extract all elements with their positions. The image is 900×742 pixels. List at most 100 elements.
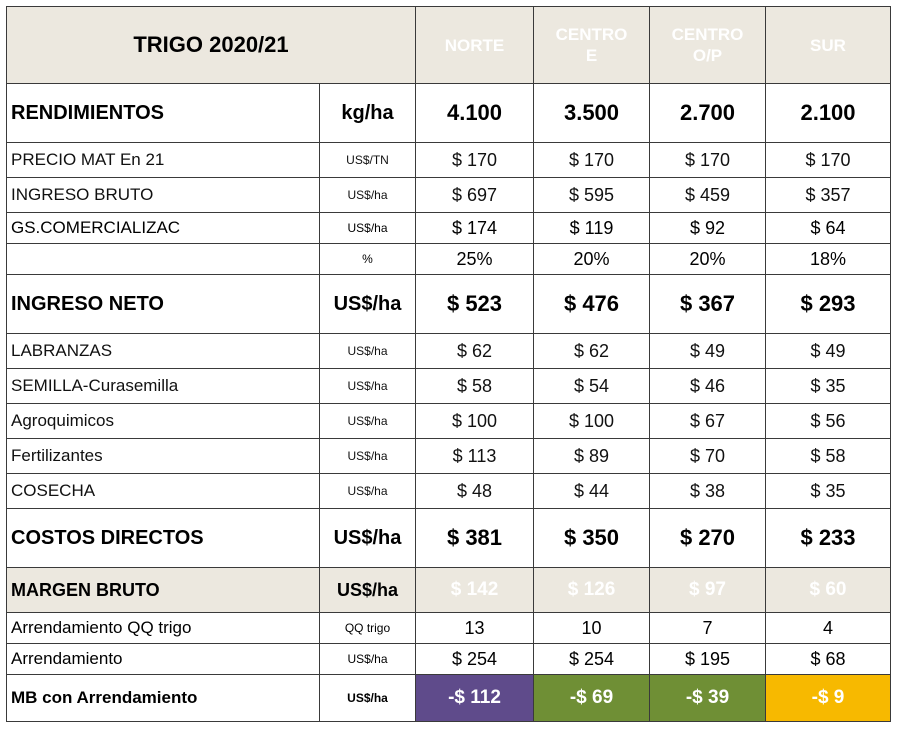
table-row: COSECHA US$/ha $ 48 $ 44 $ 38 $ 35 bbox=[6, 473, 891, 509]
value-norte: 25% bbox=[415, 243, 534, 275]
value-centro-e: 10 bbox=[533, 612, 650, 644]
table-row: COSTOS DIRECTOS US$/ha $ 381 $ 350 $ 270 $ 23… bbox=[6, 508, 891, 568]
row-unit: US$/ha bbox=[319, 177, 416, 213]
row-unit: US$/ha bbox=[319, 212, 416, 244]
table-row: Arrendamiento US$/ha $ 254 $ 254 $ 195 $ 68 bbox=[6, 643, 891, 675]
value-norte: $ 113 bbox=[415, 438, 534, 474]
table-title: TRIGO 2020/21 bbox=[6, 6, 416, 84]
value-norte: $ 697 bbox=[415, 177, 534, 213]
value-sur: $ 233 bbox=[765, 508, 891, 568]
value-sur: 18% bbox=[765, 243, 891, 275]
value-norte: 4.100 bbox=[415, 83, 534, 143]
value-centro-e: -$ 69 bbox=[533, 674, 650, 722]
row-unit: US$/ha bbox=[319, 403, 416, 439]
value-centro-op: $ 49 bbox=[649, 333, 766, 369]
value-norte: $ 170 bbox=[415, 142, 534, 178]
value-sur: $ 49 bbox=[765, 333, 891, 369]
row-unit: % bbox=[319, 243, 416, 275]
zone-header-centro-op: CENTRO O/P bbox=[649, 6, 766, 84]
value-centro-op: 2.700 bbox=[649, 83, 766, 143]
table-row: GS.COMERCIALIZAC US$/ha $ 174 $ 119 $ 92 $ 64 bbox=[6, 212, 891, 244]
value-centro-e: $ 100 bbox=[533, 403, 650, 439]
value-sur: $ 56 bbox=[765, 403, 891, 439]
value-centro-e: 20% bbox=[533, 243, 650, 275]
row-label: GS.COMERCIALIZAC bbox=[6, 212, 320, 244]
value-centro-op: 20% bbox=[649, 243, 766, 275]
table-row: RENDIMIENTOS kg/ha 4.100 3.500 2.700 2.100 bbox=[6, 83, 891, 143]
table-row: MB con Arrendamiento US$/ha -$ 112 -$ 69 -$ … bbox=[6, 674, 891, 722]
table-row: SEMILLA-Curasemilla US$/ha $ 58 $ 54 $ 46 $ 3… bbox=[6, 368, 891, 404]
row-unit: US$/ha bbox=[319, 508, 416, 568]
value-centro-op: 7 bbox=[649, 612, 766, 644]
value-norte: $ 48 bbox=[415, 473, 534, 509]
value-norte: $ 254 bbox=[415, 643, 534, 675]
value-centro-e: $ 44 bbox=[533, 473, 650, 509]
value-sur: $ 170 bbox=[765, 142, 891, 178]
value-centro-op: $ 270 bbox=[649, 508, 766, 568]
value-centro-e: $ 89 bbox=[533, 438, 650, 474]
row-label: MB con Arrendamiento bbox=[6, 674, 320, 722]
value-centro-op: $ 92 bbox=[649, 212, 766, 244]
value-centro-e: $ 595 bbox=[533, 177, 650, 213]
row-label: Agroquimicos bbox=[6, 403, 320, 439]
value-norte: $ 523 bbox=[415, 274, 534, 334]
row-label bbox=[6, 243, 320, 275]
value-sur: $ 357 bbox=[765, 177, 891, 213]
row-unit: US$/ha bbox=[319, 473, 416, 509]
row-label: MARGEN BRUTO bbox=[6, 567, 320, 613]
value-centro-e: $ 119 bbox=[533, 212, 650, 244]
value-centro-e: $ 126 bbox=[533, 567, 650, 613]
value-centro-e: $ 254 bbox=[533, 643, 650, 675]
table-row: PRECIO MAT En 21 US$/TN $ 170 $ 170 $ 170 $ 1… bbox=[6, 142, 891, 178]
value-sur: $ 35 bbox=[765, 368, 891, 404]
value-sur: $ 64 bbox=[765, 212, 891, 244]
table-row: % 25% 20% 20% 18% bbox=[6, 243, 891, 275]
value-sur: 2.100 bbox=[765, 83, 891, 143]
value-centro-op: $ 367 bbox=[649, 274, 766, 334]
row-unit: US$/ha bbox=[319, 368, 416, 404]
row-label: Arrendamiento QQ trigo bbox=[6, 612, 320, 644]
value-sur: 4 bbox=[765, 612, 891, 644]
value-centro-e: 3.500 bbox=[533, 83, 650, 143]
value-norte: -$ 112 bbox=[415, 674, 534, 722]
value-centro-op: $ 67 bbox=[649, 403, 766, 439]
row-label: SEMILLA-Curasemilla bbox=[6, 368, 320, 404]
value-centro-e: $ 170 bbox=[533, 142, 650, 178]
wheat-margin-table: TRIGO 2020/21 NORTE CENTRO E CENTRO O/P SU… bbox=[6, 6, 891, 722]
row-unit: US$/ha bbox=[319, 674, 416, 722]
row-unit: US$/ha bbox=[319, 274, 416, 334]
row-unit: US$/ha bbox=[319, 438, 416, 474]
row-label: COSTOS DIRECTOS bbox=[6, 508, 320, 568]
value-centro-op: $ 170 bbox=[649, 142, 766, 178]
table-row: LABRANZAS US$/ha $ 62 $ 62 $ 49 $ 49 bbox=[6, 333, 891, 369]
value-centro-op: $ 70 bbox=[649, 438, 766, 474]
value-centro-op: $ 97 bbox=[649, 567, 766, 613]
value-norte: 13 bbox=[415, 612, 534, 644]
row-label: COSECHA bbox=[6, 473, 320, 509]
value-sur: -$ 9 bbox=[765, 674, 891, 722]
row-label: PRECIO MAT En 21 bbox=[6, 142, 320, 178]
value-centro-op: $ 195 bbox=[649, 643, 766, 675]
row-unit: US$/ha bbox=[319, 333, 416, 369]
zone-header-sur: SUR bbox=[765, 6, 891, 84]
value-sur: $ 35 bbox=[765, 473, 891, 509]
value-norte: $ 381 bbox=[415, 508, 534, 568]
value-centro-e: $ 54 bbox=[533, 368, 650, 404]
value-centro-op: $ 459 bbox=[649, 177, 766, 213]
row-label: Fertilizantes bbox=[6, 438, 320, 474]
value-centro-op: $ 38 bbox=[649, 473, 766, 509]
table-row: Agroquimicos US$/ha $ 100 $ 100 $ 67 $ 56 bbox=[6, 403, 891, 439]
value-sur: $ 68 bbox=[765, 643, 891, 675]
value-sur: $ 60 bbox=[765, 567, 891, 613]
value-norte: $ 62 bbox=[415, 333, 534, 369]
row-unit: kg/ha bbox=[319, 83, 416, 143]
value-sur: $ 293 bbox=[765, 274, 891, 334]
value-centro-op: $ 46 bbox=[649, 368, 766, 404]
value-sur: $ 58 bbox=[765, 438, 891, 474]
value-norte: $ 100 bbox=[415, 403, 534, 439]
header-row: TRIGO 2020/21 NORTE CENTRO E CENTRO O/P SU… bbox=[6, 6, 891, 84]
row-unit: QQ trigo bbox=[319, 612, 416, 644]
row-label: INGRESO NETO bbox=[6, 274, 320, 334]
row-label: INGRESO BRUTO bbox=[6, 177, 320, 213]
row-unit: US$/ha bbox=[319, 643, 416, 675]
